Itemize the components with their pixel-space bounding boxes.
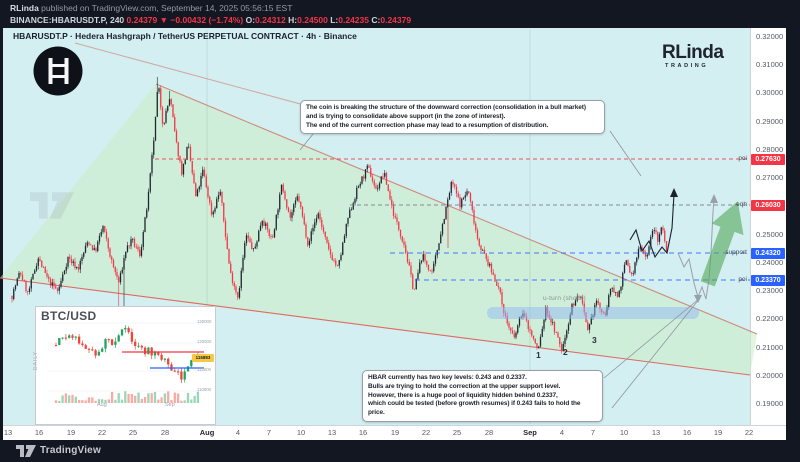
level-price-chip-poi: 0.23370	[751, 274, 785, 286]
wave-number-label: 2	[563, 347, 568, 357]
time-tick-label: 25	[128, 428, 138, 437]
callout-line	[609, 130, 642, 177]
time-tick-label: Aug	[199, 428, 215, 437]
price-change: ▼ −0.00432 (−1.74%)	[159, 14, 244, 25]
wedge-lower-line	[0, 277, 751, 376]
close-value: 0.24379	[380, 14, 412, 25]
time-tick-label: 4	[559, 428, 565, 437]
wave-number-label: 3	[592, 335, 597, 345]
projection-path-gray	[677, 199, 715, 300]
price-tick-label: 0.20000	[756, 370, 784, 380]
tv-chart-watermark-icon	[30, 192, 74, 219]
callout-line	[611, 297, 701, 409]
price-tick-label: 0.32000	[756, 31, 784, 41]
time-tick-label: 16	[358, 428, 368, 437]
annotation-box-bottom[interactable]: HBAR currently has two key levels: 0.243…	[362, 370, 603, 422]
bullish-arrow	[700, 201, 744, 287]
low-value: 0.24235	[338, 14, 369, 25]
publish-info-line: RLinda published on TradingView.com, Sep…	[10, 3, 293, 13]
level-price-chip-poi: 0.27630	[751, 153, 785, 165]
time-tick-label: 28	[160, 428, 170, 437]
time-tick-label: 22	[744, 428, 754, 437]
inset-time-tick: Aug	[97, 402, 107, 408]
time-tick-label: Sep	[523, 428, 537, 437]
inset-time-tick: Sep	[165, 402, 175, 408]
candlestick-series	[11, 76, 668, 384]
projection-arrowhead-up	[670, 188, 678, 197]
inset-price-tick: 110000	[197, 387, 212, 392]
time-tick-label: 19	[390, 428, 400, 437]
liquidity-band	[487, 307, 699, 319]
price-tick-label: 0.22000	[756, 313, 784, 323]
time-tick-label: 16	[34, 428, 44, 437]
level-name-label: poi	[738, 276, 747, 283]
time-tick-label: 13	[327, 428, 337, 437]
tradingview-logo-icon	[16, 445, 36, 457]
price-tick-label: 0.28000	[756, 144, 784, 154]
trendline-ray	[74, 42, 331, 113]
projection-arrowhead-up2	[710, 194, 718, 203]
tradingview-logo-text[interactable]: TradingView	[40, 444, 101, 456]
level-price-chip-eqh: 0.26030	[751, 199, 785, 211]
price-tick-label: 0.24000	[756, 257, 784, 267]
level-name-label: support	[725, 249, 747, 256]
publish-info-bar: RLinda published on TradingView.com, Sep…	[0, 0, 800, 28]
time-tick-label: 22	[421, 428, 431, 437]
author-name: RLinda	[10, 3, 39, 13]
time-tick-label: 13	[651, 428, 661, 437]
time-tick-label: 25	[452, 428, 462, 437]
chart-title: HBARUSDT.P · Hedera Hashgraph / TetherUS…	[13, 31, 357, 41]
time-tick-label: 22	[97, 428, 107, 437]
high-value: 0.24500	[297, 14, 328, 25]
price-tick-label: 0.21000	[756, 342, 784, 352]
wave-number-label: 1	[536, 350, 541, 360]
time-tick-label: 10	[619, 428, 629, 437]
annotation-box-top[interactable]: The coin is breaking the structure of th…	[300, 100, 605, 135]
wedge-upper-line	[155, 83, 758, 335]
time-tick-label: 28	[484, 428, 494, 437]
price-tick-label: 0.27000	[756, 172, 784, 182]
time-tick-label: 13	[3, 428, 13, 437]
price-tick-label: 0.29000	[756, 116, 784, 126]
symbol-info-line: BINANCE:HBARUSDT.P, 240 0.24379 ▼ −0.004…	[10, 14, 412, 25]
price-tick-label: 0.25000	[756, 229, 784, 239]
hedera-logo-icon	[33, 46, 83, 96]
time-tick-label: 7	[266, 428, 272, 437]
u-turn-label: u-turn (shock)	[543, 295, 586, 302]
projection-arrowhead-down	[694, 295, 702, 303]
inset-price-tick: 120000	[197, 339, 212, 344]
level-name-label: eqh	[736, 201, 747, 208]
time-tick-label: 7	[590, 428, 596, 437]
inset-price-tick: 115000	[197, 367, 212, 372]
inset-title: BTC/USD	[41, 309, 97, 323]
callout-line	[603, 297, 701, 379]
time-tick-label: 16	[682, 428, 692, 437]
price-tick-label: 0.31000	[756, 59, 784, 69]
price-scale[interactable]	[750, 28, 786, 425]
time-scale[interactable]	[3, 425, 786, 440]
level-price-chip-support: 0.24320	[751, 247, 785, 259]
level-name-label: poi	[738, 155, 747, 162]
inset-price-chip: 116883	[192, 354, 214, 362]
tradingview-footer-bar: TradingView	[0, 440, 800, 462]
price-tick-label: 0.23000	[756, 285, 784, 295]
open-value: 0.24312	[255, 14, 286, 25]
price-tick-label: 0.19000	[756, 398, 784, 408]
time-tick-label: 10	[296, 428, 306, 437]
time-tick-label: 19	[713, 428, 723, 437]
inset-timeframe-label: DAILY	[33, 350, 39, 370]
last-price: 0.24379	[126, 14, 158, 25]
inset-price-tick: 125000	[197, 319, 212, 324]
inset-panel	[35, 306, 216, 425]
projection-path-black	[629, 193, 675, 259]
time-tick-label: 4	[235, 428, 241, 437]
price-tick-label: 0.30000	[756, 87, 784, 97]
symbol-name: BINANCE:HBARUSDT.P, 240	[10, 14, 125, 25]
time-tick-label: 19	[66, 428, 76, 437]
rlinda-watermark-sub: TRADING	[665, 63, 709, 69]
rlinda-watermark: RLinda	[662, 42, 724, 63]
inset-candlestick-series	[54, 325, 200, 403]
